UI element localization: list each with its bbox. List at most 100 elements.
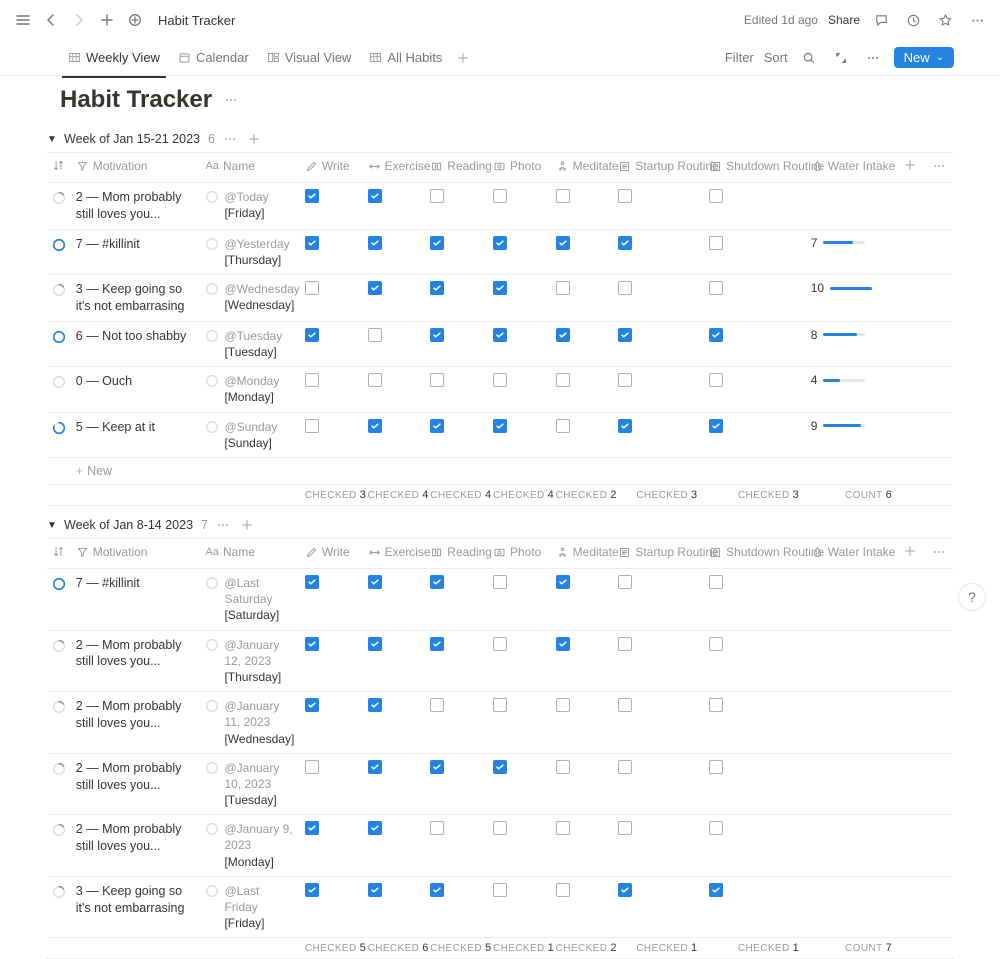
more-icon[interactable] bbox=[966, 9, 988, 31]
checkbox[interactable] bbox=[493, 236, 507, 250]
checkbox[interactable] bbox=[618, 575, 632, 589]
share-button[interactable]: Share bbox=[828, 13, 860, 27]
col-meditate[interactable]: Meditate bbox=[573, 159, 619, 173]
menu-icon[interactable] bbox=[12, 9, 34, 31]
name-cell[interactable]: @Monday [Monday] bbox=[199, 367, 298, 412]
checkbox[interactable] bbox=[305, 760, 319, 774]
checkbox[interactable] bbox=[556, 189, 570, 203]
checkbox[interactable] bbox=[430, 328, 444, 342]
name-cell[interactable]: @Today [Friday] bbox=[199, 183, 298, 230]
breadcrumb[interactable]: Habit Tracker bbox=[158, 13, 235, 28]
checkbox[interactable] bbox=[493, 821, 507, 835]
col-name[interactable]: Name bbox=[223, 159, 255, 173]
checkbox[interactable] bbox=[368, 236, 382, 250]
checkbox[interactable] bbox=[305, 637, 319, 651]
col-startup[interactable]: Startup Routine bbox=[635, 159, 718, 173]
name-cell[interactable]: @Sunday [Sunday] bbox=[199, 412, 298, 457]
col-water[interactable]: Water Intake bbox=[828, 159, 896, 173]
checkbox[interactable] bbox=[556, 821, 570, 835]
checkbox[interactable] bbox=[709, 373, 723, 387]
group-more-icon[interactable] bbox=[221, 130, 239, 148]
col-photo[interactable]: Photo bbox=[510, 545, 541, 559]
group-add-icon[interactable] bbox=[238, 516, 256, 534]
table-row[interactable]: 2 — Mom probably still loves you...@Janu… bbox=[46, 753, 954, 815]
checkbox[interactable] bbox=[618, 373, 632, 387]
checkbox[interactable] bbox=[618, 760, 632, 774]
group-more-icon[interactable] bbox=[214, 516, 232, 534]
checkbox[interactable] bbox=[709, 189, 723, 203]
add-view-icon[interactable] bbox=[452, 47, 474, 69]
group-title[interactable]: Week of Jan 8-14 2023 bbox=[64, 518, 193, 532]
checkbox[interactable] bbox=[430, 281, 444, 295]
name-cell[interactable]: @Last Saturday [Saturday] bbox=[199, 569, 298, 631]
checkbox[interactable] bbox=[368, 328, 382, 342]
name-cell[interactable]: @January 12, 2023 [Thursday] bbox=[199, 630, 298, 692]
checkbox[interactable] bbox=[618, 883, 632, 897]
checkbox[interactable] bbox=[430, 698, 444, 712]
checkbox[interactable] bbox=[430, 637, 444, 651]
checkbox[interactable] bbox=[556, 236, 570, 250]
name-cell[interactable]: @Tuesday [Tuesday] bbox=[199, 321, 298, 366]
checkbox[interactable] bbox=[430, 575, 444, 589]
title-more-icon[interactable] bbox=[220, 89, 242, 111]
table-row[interactable]: 5 — Keep at it@Sunday [Sunday]9 bbox=[46, 412, 954, 457]
checkbox[interactable] bbox=[305, 373, 319, 387]
db-more-icon[interactable] bbox=[862, 47, 884, 69]
col-shutdown[interactable]: Shutdown Routine bbox=[726, 545, 824, 559]
checkbox[interactable] bbox=[618, 419, 632, 433]
clock-icon[interactable] bbox=[902, 9, 924, 31]
checkbox[interactable] bbox=[368, 373, 382, 387]
name-cell[interactable]: @Wednesday [Wednesday] bbox=[199, 275, 298, 322]
name-cell[interactable]: @January 11, 2023 [Wednesday] bbox=[199, 692, 298, 754]
table-row[interactable]: 2 — Mom probably still loves you...@Janu… bbox=[46, 630, 954, 692]
checkbox[interactable] bbox=[618, 328, 632, 342]
tab-weekly-view[interactable]: Weekly View bbox=[60, 46, 168, 69]
tab-calendar[interactable]: Calendar bbox=[170, 46, 257, 69]
col-water[interactable]: Water Intake bbox=[828, 545, 896, 559]
checkbox[interactable] bbox=[709, 236, 723, 250]
checkbox[interactable] bbox=[618, 236, 632, 250]
checkbox[interactable] bbox=[493, 575, 507, 589]
checkbox[interactable] bbox=[493, 760, 507, 774]
table-row[interactable]: 3 — Keep going so it's not embarrasing@L… bbox=[46, 876, 954, 938]
checkbox[interactable] bbox=[430, 821, 444, 835]
tab-visual-view[interactable]: Visual View bbox=[259, 46, 360, 69]
checkbox[interactable] bbox=[618, 281, 632, 295]
new-row[interactable]: +New bbox=[46, 458, 954, 485]
star-icon[interactable] bbox=[934, 9, 956, 31]
checkbox[interactable] bbox=[493, 189, 507, 203]
expand-db-icon[interactable] bbox=[830, 47, 852, 69]
col-write[interactable]: Write bbox=[322, 159, 350, 173]
new-page-icon[interactable] bbox=[96, 9, 118, 31]
table-row[interactable]: 2 — Mom probably still loves you...@Toda… bbox=[46, 183, 954, 230]
checkbox[interactable] bbox=[709, 419, 723, 433]
col-startup[interactable]: Startup Routine bbox=[635, 545, 718, 559]
col-photo[interactable]: Photo bbox=[510, 159, 541, 173]
checkbox[interactable] bbox=[556, 281, 570, 295]
checkbox[interactable] bbox=[709, 698, 723, 712]
checkbox[interactable] bbox=[709, 328, 723, 342]
help-button[interactable]: ? bbox=[958, 583, 986, 611]
checkbox[interactable] bbox=[493, 328, 507, 342]
checkbox[interactable] bbox=[368, 698, 382, 712]
checkbox[interactable] bbox=[305, 575, 319, 589]
sort-button[interactable]: Sort bbox=[764, 50, 788, 65]
group-toggle-icon[interactable]: ▼ bbox=[46, 134, 58, 145]
col-motivation[interactable]: Motivation bbox=[93, 159, 148, 173]
checkbox[interactable] bbox=[618, 821, 632, 835]
comment-icon[interactable] bbox=[870, 9, 892, 31]
checkbox[interactable] bbox=[709, 281, 723, 295]
checkbox[interactable] bbox=[618, 189, 632, 203]
checkbox[interactable] bbox=[368, 281, 382, 295]
col-reading[interactable]: Reading bbox=[447, 159, 492, 173]
checkbox[interactable] bbox=[709, 637, 723, 651]
col-name[interactable]: Name bbox=[223, 545, 255, 559]
col-write[interactable]: Write bbox=[322, 545, 350, 559]
checkbox[interactable] bbox=[493, 419, 507, 433]
checkbox[interactable] bbox=[368, 575, 382, 589]
checkbox[interactable] bbox=[305, 328, 319, 342]
checkbox[interactable] bbox=[709, 821, 723, 835]
add-column-icon[interactable] bbox=[898, 539, 926, 569]
checkbox[interactable] bbox=[368, 637, 382, 651]
filter-button[interactable]: Filter bbox=[725, 50, 754, 65]
